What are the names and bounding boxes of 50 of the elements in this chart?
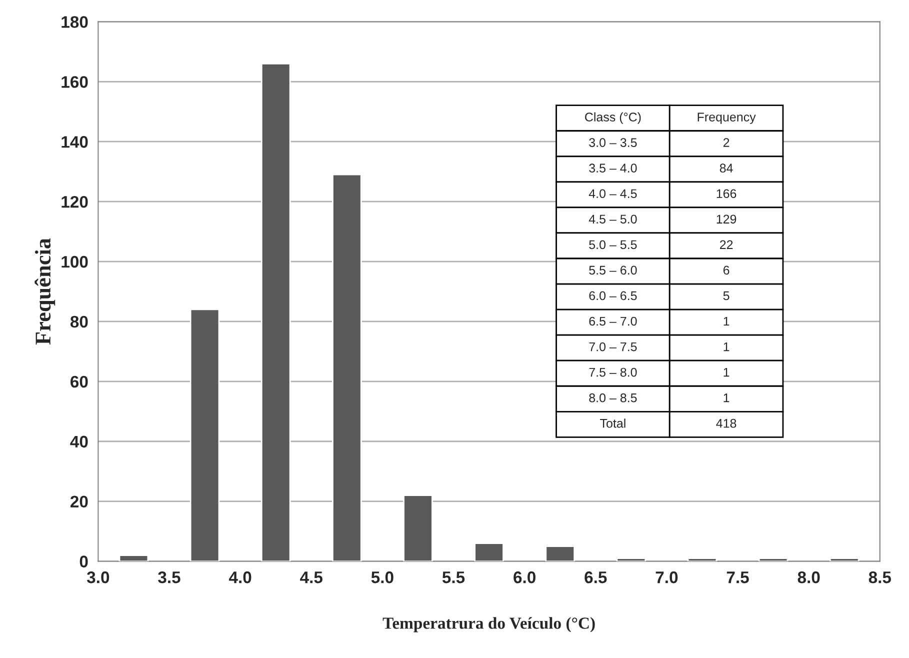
annotation: 1 xyxy=(724,342,730,352)
annotation: 8.0 – 8.5 xyxy=(589,393,637,402)
x-tick-label: 7.0 xyxy=(656,571,678,584)
annotation: Total xyxy=(600,418,626,428)
x-axis-title: Temperatrura do Veículo (°C) xyxy=(382,617,595,632)
annotation: 1 xyxy=(724,368,730,377)
annotation: 3.5 – 4.0 xyxy=(589,164,637,173)
annotation: 5.0 – 5.5 xyxy=(589,240,637,250)
y-tick-label: 180 xyxy=(62,16,88,28)
annotation: 4.5 – 5.0 xyxy=(588,214,637,224)
annotation: 6 xyxy=(723,266,730,275)
annotation: 5.5 – 6.0 xyxy=(589,266,637,275)
annotation: 1 xyxy=(724,394,730,402)
x-tick-label: 4.5 xyxy=(300,572,322,584)
annotation: Class (°C) xyxy=(585,112,641,124)
annotation: Frequency xyxy=(698,112,756,124)
annotation: 4.0 – 4.5 xyxy=(588,189,637,198)
y-tick-label: 160 xyxy=(62,76,88,88)
annotation: 84 xyxy=(720,164,733,173)
y-tick-label: 60 xyxy=(70,376,88,388)
annotation: 3.0 – 3.5 xyxy=(589,138,637,147)
annotation: 22 xyxy=(720,240,733,249)
annotation: 2 xyxy=(723,138,730,147)
annotation: 6.5 – 7.0 xyxy=(589,316,637,326)
y-axis-title: Frequência xyxy=(34,238,56,345)
annotation: 166 xyxy=(716,189,736,198)
annotation: 1 xyxy=(724,316,730,326)
annotation: 6.0 – 6.5 xyxy=(589,291,637,300)
x-tick-label: 6.5 xyxy=(584,571,607,584)
x-tick-label: 6.0 xyxy=(514,571,536,584)
x-tick-label: 8.0 xyxy=(798,571,820,584)
x-tick-label: 7.5 xyxy=(726,572,749,584)
x-tick-label: 5.5 xyxy=(442,572,465,584)
x-tick-label: 8.5 xyxy=(868,571,892,584)
y-tick-label: 20 xyxy=(70,496,88,508)
x-tick-label: 3.0 xyxy=(86,571,110,584)
y-tick-label: 120 xyxy=(62,196,88,208)
x-tick-label: 5.0 xyxy=(371,571,394,584)
annotation: 7.5 – 8.0 xyxy=(589,368,637,377)
y-tick-label: 140 xyxy=(62,136,88,148)
annotation: 5 xyxy=(723,291,730,300)
annotation: 418 xyxy=(716,418,736,428)
x-tick-label: 4.0 xyxy=(228,571,252,584)
y-tick-label: 0 xyxy=(80,556,88,568)
y-tick-label: 80 xyxy=(70,316,88,328)
annotation: 129 xyxy=(716,214,736,224)
x-tick-label: 3.5 xyxy=(158,571,180,584)
annotation: 7.0 – 7.5 xyxy=(589,342,637,352)
y-tick-label: 100 xyxy=(62,256,88,268)
y-tick-label: 40 xyxy=(70,436,88,448)
